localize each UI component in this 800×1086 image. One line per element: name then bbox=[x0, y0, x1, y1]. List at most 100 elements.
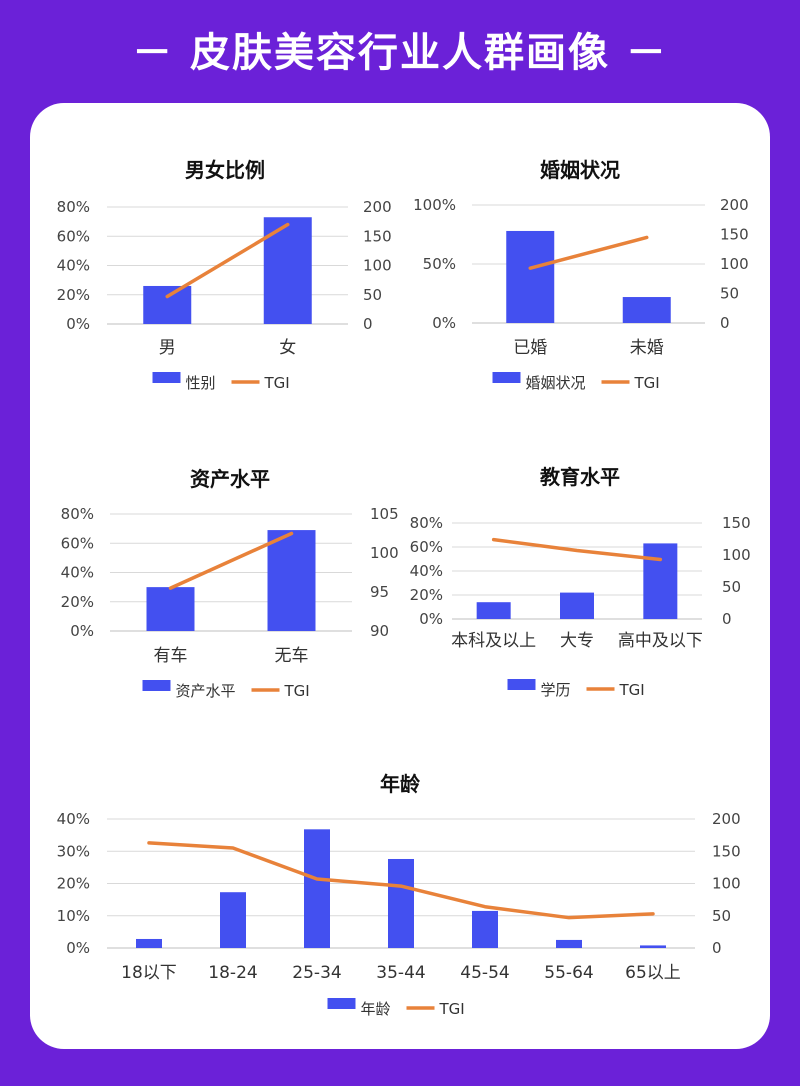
right-tick-label: 100 bbox=[370, 544, 399, 562]
page-title: － 皮肤美容行业人群画像 － bbox=[132, 30, 668, 76]
category-label: 45-54 bbox=[460, 963, 509, 983]
left-tick-label: 100% bbox=[413, 196, 456, 214]
bar-性别 bbox=[143, 285, 192, 324]
legend-label: TGI bbox=[634, 374, 660, 392]
chart-3: 教育水平 0% 20% 40% 60% 80% 0 50 100 150 本科及以上 大专 高中及以下学… bbox=[410, 465, 751, 699]
category-label: 男 bbox=[159, 338, 176, 358]
legend-bar-swatch bbox=[327, 998, 356, 1009]
legend-bar-swatch bbox=[492, 372, 521, 383]
category-label: 未婚 bbox=[630, 338, 664, 358]
chart-4: 年龄 0% 10% 20% 30% 40% 0 50 100 150 200 18以下 18-24 25-… bbox=[57, 772, 741, 1018]
category-label: 无车 bbox=[275, 646, 309, 666]
left-tick-label: 0% bbox=[66, 939, 90, 957]
left-tick-label: 0% bbox=[66, 315, 90, 333]
left-tick-label: 20% bbox=[57, 286, 90, 304]
left-tick-label: 80% bbox=[410, 514, 443, 532]
right-tick-label: 0 bbox=[712, 939, 722, 957]
category-label: 女 bbox=[279, 338, 296, 358]
right-tick-label: 150 bbox=[720, 226, 749, 244]
category-label: 已婚 bbox=[513, 338, 547, 358]
legend-label: 性别 bbox=[186, 374, 216, 392]
tgi-line bbox=[528, 235, 649, 270]
chart-title: 教育水平 bbox=[540, 465, 620, 489]
legend-label: TGI bbox=[284, 682, 310, 700]
left-tick-label: 20% bbox=[410, 586, 443, 604]
chart-title: 婚姻状况 bbox=[540, 158, 620, 182]
right-tick-label: 100 bbox=[720, 255, 749, 273]
right-tick-label: 50 bbox=[363, 286, 382, 304]
bar-年龄 bbox=[304, 829, 330, 948]
right-tick-label: 100 bbox=[712, 875, 741, 893]
left-tick-label: 80% bbox=[57, 198, 90, 216]
right-tick-label: 200 bbox=[363, 198, 392, 216]
right-tick-label: 150 bbox=[722, 514, 751, 532]
bar-年龄 bbox=[220, 892, 246, 948]
right-tick-label: 0 bbox=[722, 610, 732, 628]
tgi-line bbox=[491, 537, 663, 562]
bar-年龄 bbox=[556, 939, 582, 948]
right-tick-label: 100 bbox=[363, 257, 392, 275]
tgi-line bbox=[168, 531, 294, 590]
left-tick-label: 0% bbox=[419, 610, 443, 628]
left-tick-label: 80% bbox=[61, 505, 94, 523]
category-label: 35-44 bbox=[376, 963, 425, 983]
left-tick-label: 20% bbox=[57, 875, 90, 893]
right-tick-label: 90 bbox=[370, 622, 389, 640]
left-tick-label: 0% bbox=[432, 314, 456, 332]
bar-年龄 bbox=[388, 858, 414, 948]
right-tick-label: 0 bbox=[363, 315, 373, 333]
category-label: 55-64 bbox=[544, 963, 593, 983]
category-label: 18-24 bbox=[208, 963, 257, 983]
chart-0: 男女比例 0% 20% 40% 60% 80% 0 50 100 150 200 男 女性别 TGI bbox=[57, 158, 392, 392]
right-tick-label: 50 bbox=[722, 578, 741, 596]
category-label: 18以下 bbox=[121, 963, 177, 983]
category-label: 65以上 bbox=[625, 963, 681, 983]
left-tick-label: 60% bbox=[57, 227, 90, 245]
right-tick-label: 0 bbox=[720, 314, 730, 332]
category-label: 有车 bbox=[154, 646, 188, 666]
bar-年龄 bbox=[640, 945, 666, 948]
category-label: 高中及以下 bbox=[618, 631, 703, 651]
legend-bar-swatch bbox=[142, 680, 171, 691]
bar-年龄 bbox=[136, 938, 162, 948]
legend-label: 年龄 bbox=[361, 1000, 391, 1018]
bar-资产水平 bbox=[146, 587, 195, 631]
left-tick-label: 40% bbox=[57, 810, 90, 828]
bar-婚姻状况 bbox=[622, 297, 671, 323]
right-tick-label: 200 bbox=[712, 810, 741, 828]
category-label: 25-34 bbox=[292, 963, 341, 983]
right-tick-label: 100 bbox=[722, 546, 751, 564]
tgi-line bbox=[165, 222, 290, 299]
right-tick-label: 50 bbox=[720, 285, 739, 303]
left-tick-label: 60% bbox=[410, 538, 443, 556]
bar-学历 bbox=[476, 602, 511, 619]
category-label: 本科及以上 bbox=[451, 631, 536, 651]
bar-学历 bbox=[560, 592, 594, 619]
chart-title: 年龄 bbox=[380, 772, 421, 796]
bar-资产水平 bbox=[267, 530, 316, 631]
left-tick-label: 10% bbox=[57, 907, 90, 925]
chart-title: 男女比例 bbox=[185, 158, 265, 182]
bar-婚姻状况 bbox=[506, 230, 555, 323]
left-tick-label: 20% bbox=[61, 593, 94, 611]
left-tick-label: 40% bbox=[57, 257, 90, 275]
bar-学历 bbox=[643, 543, 678, 619]
legend-label: 婚姻状况 bbox=[526, 374, 586, 392]
legend-bar-swatch bbox=[152, 372, 181, 383]
right-tick-label: 105 bbox=[370, 505, 399, 523]
left-tick-label: 0% bbox=[70, 622, 94, 640]
legend-label: TGI bbox=[439, 1000, 465, 1018]
right-tick-label: 50 bbox=[712, 907, 731, 925]
legend-bar-swatch bbox=[507, 679, 536, 690]
right-tick-label: 150 bbox=[712, 842, 741, 860]
legend-label: 资产水平 bbox=[176, 682, 236, 700]
right-tick-label: 95 bbox=[370, 583, 389, 601]
chart-title: 资产水平 bbox=[190, 467, 270, 491]
legend-label: TGI bbox=[264, 374, 290, 392]
right-tick-label: 200 bbox=[720, 196, 749, 214]
left-tick-label: 60% bbox=[61, 534, 94, 552]
legend-label: 学历 bbox=[541, 681, 571, 699]
